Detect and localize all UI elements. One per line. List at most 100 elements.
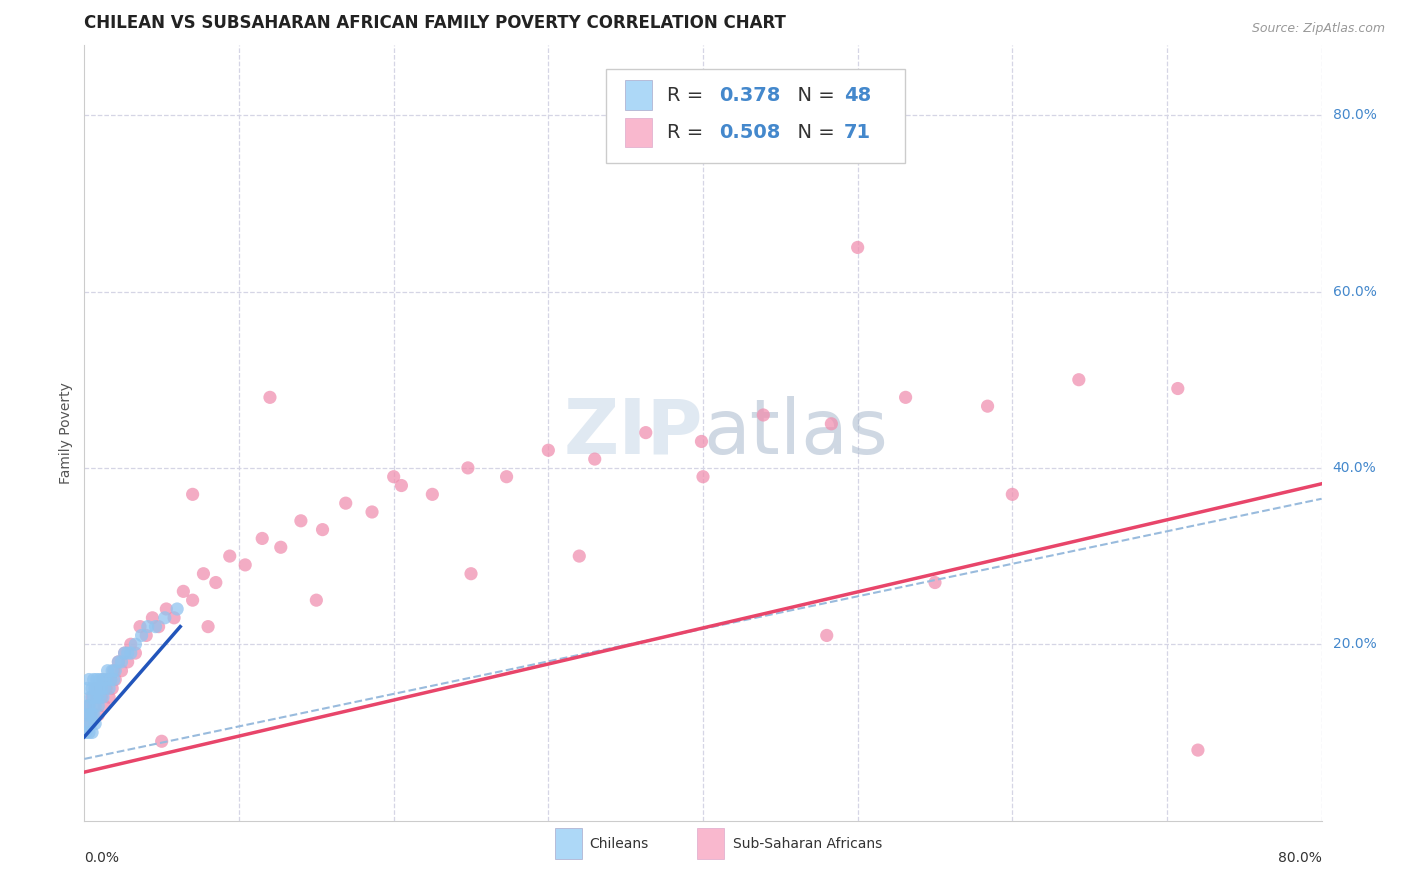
Point (537, 443, 560, 458)
Point (83, 698, 105, 713)
Text: 40.0%: 40.0% (1333, 461, 1376, 475)
Point (894, 390, 917, 404)
Point (87, 707, 110, 722)
Point (815, 628, 838, 642)
Point (1001, 487, 1024, 501)
Bar (697, 829, 724, 860)
Point (205, 575, 228, 590)
Point (197, 620, 219, 634)
Point (181, 593, 204, 607)
Point (84, 716, 107, 731)
Point (104, 673, 127, 687)
Point (568, 549, 591, 563)
Text: 0.0%: 0.0% (84, 851, 120, 865)
Point (131, 628, 153, 642)
Text: atlas: atlas (703, 396, 887, 469)
Point (924, 575, 946, 590)
Point (1067, 373, 1090, 387)
Point (752, 408, 775, 422)
Point (91, 690, 114, 705)
Point (233, 558, 256, 572)
Text: 0.508: 0.508 (718, 123, 780, 142)
Point (84, 698, 107, 713)
Point (290, 514, 312, 528)
Point (77, 673, 100, 687)
Point (110, 655, 132, 669)
Point (141, 611, 163, 625)
Point (98, 681, 121, 696)
Text: 80.0%: 80.0% (1333, 108, 1376, 122)
Point (976, 399, 998, 413)
Point (1187, 743, 1209, 757)
Point (820, 417, 842, 431)
Y-axis label: Family Poverty: Family Poverty (59, 382, 73, 483)
Point (150, 734, 173, 748)
Point (153, 611, 176, 625)
Point (89, 690, 111, 705)
Point (181, 487, 204, 501)
Point (101, 681, 124, 696)
Point (361, 505, 384, 519)
Point (96, 664, 118, 678)
Point (155, 602, 177, 616)
Point (259, 390, 281, 404)
Text: 20.0%: 20.0% (1333, 637, 1376, 651)
Point (136, 620, 159, 634)
Bar (554, 829, 582, 860)
Point (98, 690, 121, 705)
Point (86, 690, 108, 705)
Bar (626, 118, 652, 147)
Text: Source: ZipAtlas.com: Source: ZipAtlas.com (1251, 22, 1385, 36)
Point (120, 646, 142, 660)
Text: 60.0%: 60.0% (1333, 285, 1376, 299)
Point (382, 469, 405, 483)
Point (193, 566, 215, 581)
Text: R =: R = (666, 123, 710, 142)
FancyBboxPatch shape (606, 70, 904, 163)
Text: 80.0%: 80.0% (1278, 851, 1322, 865)
Point (93, 681, 115, 696)
Point (86, 673, 108, 687)
Point (83, 673, 105, 687)
Point (75, 725, 97, 739)
Point (77, 698, 100, 713)
Point (89, 673, 111, 687)
Point (83, 707, 105, 722)
Point (692, 469, 714, 483)
Point (135, 628, 157, 642)
Point (84, 681, 107, 696)
Point (93, 698, 115, 713)
Point (89, 681, 111, 696)
Point (77, 698, 100, 713)
Point (124, 646, 146, 660)
Point (96, 673, 118, 687)
Point (422, 487, 444, 501)
Point (101, 664, 124, 678)
Point (84, 681, 107, 696)
Point (120, 637, 142, 651)
Point (94, 681, 117, 696)
Point (87, 698, 110, 713)
Point (457, 461, 479, 475)
Point (460, 566, 482, 581)
Point (107, 655, 129, 669)
Point (79, 707, 101, 722)
Point (305, 593, 328, 607)
Point (100, 673, 122, 687)
Point (145, 620, 167, 634)
Text: ZIP: ZIP (564, 396, 703, 469)
Point (163, 611, 186, 625)
Point (103, 664, 125, 678)
Text: 48: 48 (844, 86, 872, 104)
Point (583, 452, 606, 467)
Point (129, 620, 152, 634)
Text: CHILEAN VS SUBSAHARAN AFRICAN FAMILY POVERTY CORRELATION CHART: CHILEAN VS SUBSAHARAN AFRICAN FAMILY POV… (84, 14, 786, 32)
Point (311, 523, 333, 537)
Point (82, 725, 104, 739)
Point (103, 673, 125, 687)
Point (82, 690, 104, 705)
Point (94, 673, 117, 687)
Point (91, 673, 114, 687)
Point (79, 707, 101, 722)
Point (846, 240, 869, 254)
